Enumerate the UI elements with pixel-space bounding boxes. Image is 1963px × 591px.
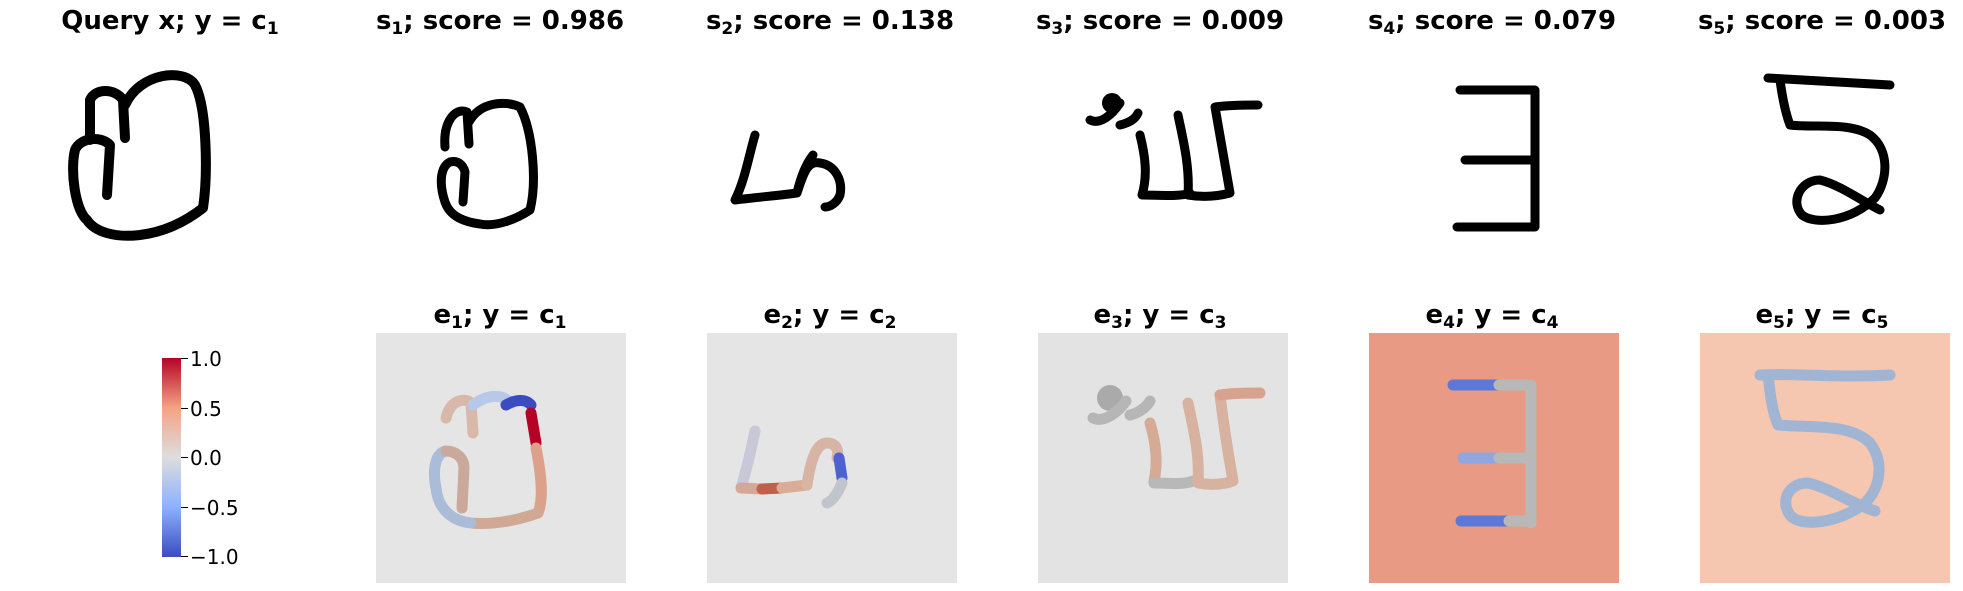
explanation-sub: 5 xyxy=(1773,313,1785,333)
sample-name: s xyxy=(1697,6,1714,36)
sample-sub: 2 xyxy=(721,19,734,39)
explanation-name: e xyxy=(1755,300,1774,330)
explanation-sub: 4 xyxy=(1443,313,1455,333)
sample-glyph-4 xyxy=(1452,85,1540,232)
explanation-heatmap-5 xyxy=(1700,333,1950,583)
colorbar-tick-label: −0.5 xyxy=(190,496,239,520)
sample-glyph-2 xyxy=(730,130,846,212)
explanation-class-sub: 4 xyxy=(1546,313,1559,333)
sample-sub: 5 xyxy=(1713,19,1726,39)
sample-glyph-1 xyxy=(436,98,538,230)
colorbar xyxy=(162,358,181,557)
colorbar-tick-label: 0.0 xyxy=(190,446,222,470)
query-title-sub: 1 xyxy=(266,19,279,39)
colorbar-tick xyxy=(181,408,188,409)
explanation-title-5: e5; y = c5 xyxy=(1755,300,1888,338)
colorbar-tick xyxy=(181,507,188,508)
explanation-sub: 1 xyxy=(451,313,463,333)
explanation-heatmap-3 xyxy=(1038,333,1288,583)
sample-score: ; score = 0.003 xyxy=(1725,6,1947,36)
query-glyph xyxy=(68,70,211,241)
sample-title-2: s2; score = 0.138 xyxy=(706,6,954,44)
sample-title-4: s4; score = 0.079 xyxy=(1368,6,1616,44)
sample-score: ; score = 0.079 xyxy=(1395,6,1617,36)
colorbar-tick xyxy=(181,358,188,359)
explanation-label: ; y = c xyxy=(792,300,885,330)
explanation-class-sub: 5 xyxy=(1876,313,1889,333)
explanation-class-sub: 1 xyxy=(554,313,567,333)
sample-sub: 3 xyxy=(1051,19,1064,39)
query-title: Query x; y = c1 xyxy=(61,6,278,44)
colorbar-tick-label: −1.0 xyxy=(190,545,239,569)
colorbar-tick xyxy=(181,457,188,458)
sample-glyph-3 xyxy=(1085,93,1263,201)
sample-name: s xyxy=(705,6,722,36)
query-title-text: Query x; y = c xyxy=(61,6,267,36)
sample-score: ; score = 0.986 xyxy=(403,6,625,36)
explanation-heatmap-2 xyxy=(707,333,957,583)
explanation-label: ; y = c xyxy=(1122,300,1215,330)
colorbar-tick-label: 0.5 xyxy=(190,397,222,421)
explanation-class-sub: 2 xyxy=(884,313,897,333)
sample-title-5: s5; score = 0.003 xyxy=(1698,6,1946,44)
explanation-heatmap-1 xyxy=(376,333,626,583)
explanation-label: ; y = c xyxy=(1454,300,1547,330)
sample-sub: 4 xyxy=(1383,19,1396,39)
explanation-title-4: e4; y = c4 xyxy=(1425,300,1558,338)
explanation-sub: 3 xyxy=(1111,313,1123,333)
sample-score: ; score = 0.138 xyxy=(733,6,955,36)
sample-sub: 1 xyxy=(391,19,404,39)
sample-score: ; score = 0.009 xyxy=(1063,6,1285,36)
sample-name: s xyxy=(1035,6,1052,36)
explanation-heatmap-4 xyxy=(1369,333,1619,583)
sample-title-1: s1; score = 0.986 xyxy=(376,6,624,44)
explanation-name: e xyxy=(1093,300,1112,330)
explanation-sub: 2 xyxy=(781,313,793,333)
explanation-class-sub: 3 xyxy=(1214,313,1227,333)
explanation-name: e xyxy=(763,300,782,330)
explanation-label: ; y = c xyxy=(462,300,555,330)
explanation-title-3: e3; y = c3 xyxy=(1093,300,1226,338)
explanation-title-2: e2; y = c2 xyxy=(763,300,896,338)
sample-name: s xyxy=(1367,6,1384,36)
sample-name: s xyxy=(375,6,392,36)
colorbar-tick xyxy=(181,556,188,557)
colorbar-tick-label: 1.0 xyxy=(190,347,222,371)
explanation-name: e xyxy=(1425,300,1444,330)
sample-glyph-5 xyxy=(1763,73,1895,225)
explanation-label: ; y = c xyxy=(1784,300,1877,330)
explanation-title-1: e1; y = c1 xyxy=(433,300,566,338)
sample-title-3: s3; score = 0.009 xyxy=(1036,6,1284,44)
explanation-name: e xyxy=(433,300,452,330)
